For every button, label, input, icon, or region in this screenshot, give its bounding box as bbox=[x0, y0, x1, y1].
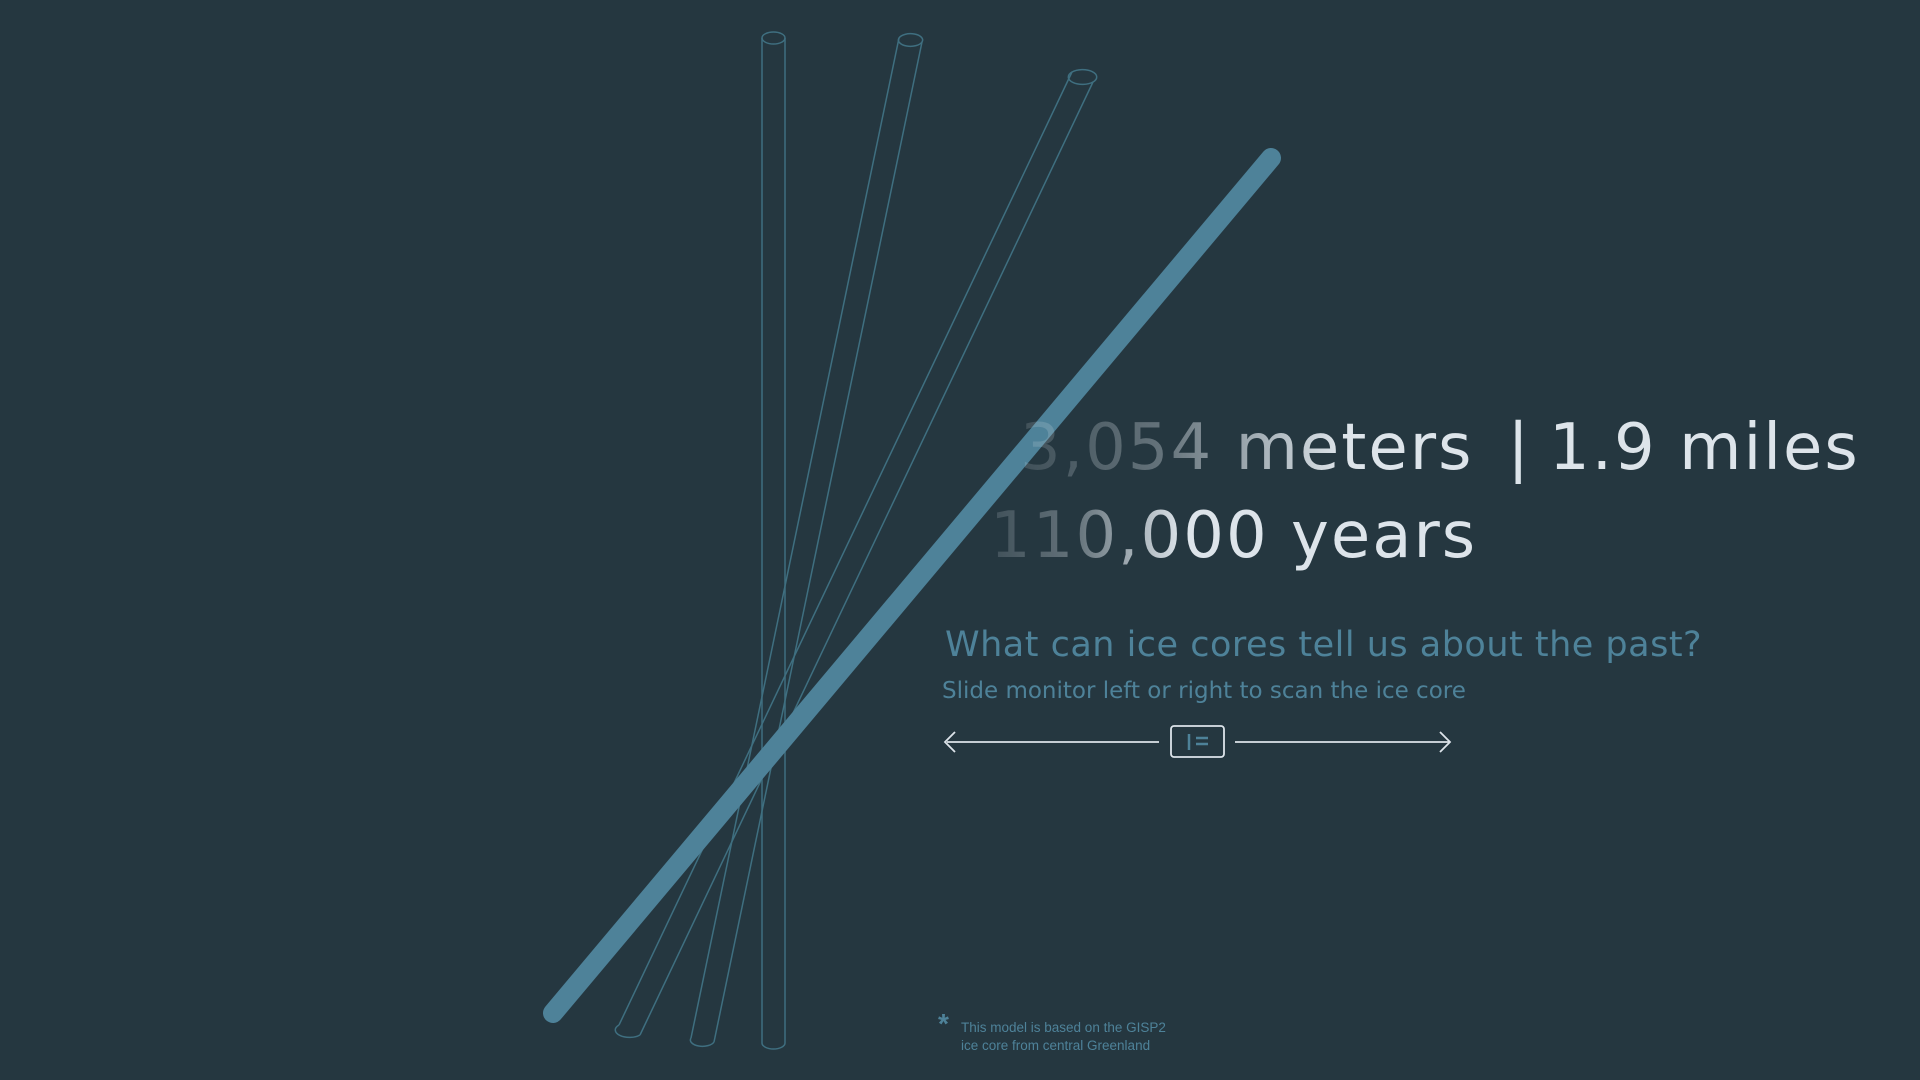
monitor-icon[interactable] bbox=[1170, 725, 1225, 758]
depth-faded-text: 3,054 me bbox=[1020, 411, 1342, 485]
asterisk-icon: * bbox=[938, 1008, 949, 1039]
footnote-line-2: ice core from central Greenland bbox=[961, 1038, 1151, 1053]
headline-separator: | bbox=[1507, 411, 1531, 485]
depth-headline: 3,054 meters | 1.9 miles bbox=[1020, 416, 1860, 480]
ice-core-outline-tilted-2 bbox=[614, 68, 1098, 1039]
arrow-left-icon[interactable] bbox=[943, 731, 1159, 753]
age-headline: 110,000 years bbox=[990, 504, 1477, 568]
scan-slider[interactable] bbox=[940, 723, 1455, 759]
miles-text: 1.9 miles bbox=[1548, 411, 1860, 485]
ice-core-outline-tilted-1 bbox=[689, 32, 924, 1048]
depth-visible-text: ters bbox=[1341, 411, 1474, 485]
age-visible-text: 00 years bbox=[1183, 499, 1478, 573]
ice-core-active[interactable] bbox=[543, 148, 1281, 1023]
question-heading: What can ice cores tell us about the pas… bbox=[945, 625, 1703, 665]
ice-core-outline-vertical bbox=[761, 31, 786, 1050]
arrow-right-icon[interactable] bbox=[1235, 731, 1452, 753]
age-faded-text: 110,0 bbox=[990, 499, 1184, 573]
footnote-line-1: This model is based on the GISP2 bbox=[961, 1020, 1166, 1035]
slider-instruction: Slide monitor left or right to scan the … bbox=[942, 678, 1466, 704]
